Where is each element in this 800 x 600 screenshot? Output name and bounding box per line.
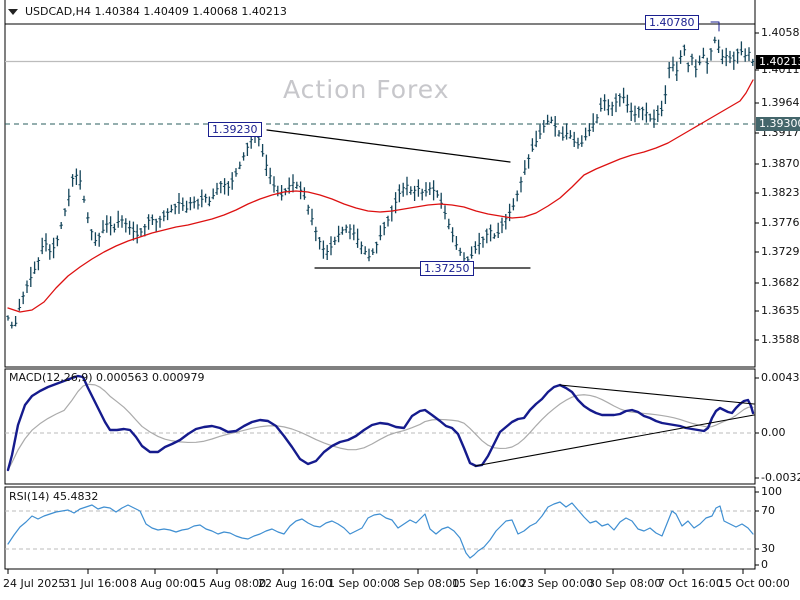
macd-signal-line [7,383,754,471]
date-axis-label: 15 Aug 08:00 [192,577,267,590]
rsi-axis-label: 30 [761,542,775,555]
date-axis-label: 23 Sep 00:00 [520,577,594,590]
symbol-dropdown-icon[interactable] [8,8,18,15]
price-axis-label: 1.38230 [761,186,800,199]
resistance-annotation-connector [710,21,720,32]
price-axis-label: 1.36820 [761,276,800,289]
macd-axis-label: 0.00 [761,426,786,439]
price-annotation-box[interactable]: 1.40780 [645,15,699,30]
price-bars-open-close-ticks [6,39,755,327]
current-price-badge: 1.40213 [756,55,800,69]
macd-axis-label: 0.004318 [761,371,800,384]
rsi-line [7,501,754,559]
price-axis-label: 1.36350 [761,304,800,317]
price-axis-label: 1.38700 [761,157,800,170]
macd-panel-border [4,368,756,485]
title-row: USDCAD,H4 1.40384 1.40409 1.40068 1.4021… [8,5,287,18]
date-axis-label: 30 Sep 08:00 [588,577,662,590]
axis-tick-marks [7,32,759,574]
rsi-axis-label: 70 [761,504,775,517]
date-axis-label: 7 Oct 16:00 [658,577,723,590]
price-axis-label: 1.40580 [761,26,800,39]
date-axis-label: 1 Sep 00:00 [328,577,395,590]
macd-wedge-lower-trendline[interactable] [474,414,755,467]
moving-average-line [7,79,754,313]
rsi-panel-border [4,486,756,570]
watermark: Action Forex [283,75,450,104]
macd-main-line [6,374,755,472]
price-annotation-box[interactable]: 1.39230 [208,122,262,137]
main-panel-border [4,23,756,368]
date-axis-label: 31 Jul 16:00 [63,577,129,590]
date-axis-label: 22 Aug 16:00 [258,577,333,590]
chart-title: USDCAD,H4 1.40384 1.40409 1.40068 1.4021… [25,5,287,18]
rsi-axis-label: 100 [761,485,782,498]
price-axis-label: 1.39640 [761,96,800,109]
rsi-indicator-label: RSI(14) 45.4832 [9,490,99,503]
rsi-axis-label: 0 [761,558,768,571]
date-axis-label: 15 Oct 00:00 [718,577,790,590]
date-axis-label: 8 Aug 00:00 [130,577,198,590]
macd-indicator-label: MACD(12,26,9) 0.000563 0.000979 [9,371,205,384]
date-axis-label: 15 Sep 16:00 [452,577,526,590]
price-bars-series [7,36,754,329]
price-annotation-box[interactable]: 1.37250 [420,261,474,276]
date-axis-label: 8 Sep 08:00 [393,577,460,590]
date-axis-label: 24 Jul 2025 [3,577,66,590]
macd-axis-label: -0.003259 [761,471,800,484]
price-axis-label: 1.37760 [761,216,800,229]
macd-wedge-upper-trendline[interactable] [559,384,755,405]
price-axis-label: 1.37290 [761,245,800,258]
descending-trendline[interactable] [266,129,511,163]
price-level-badge: 1.39300 [756,117,800,131]
